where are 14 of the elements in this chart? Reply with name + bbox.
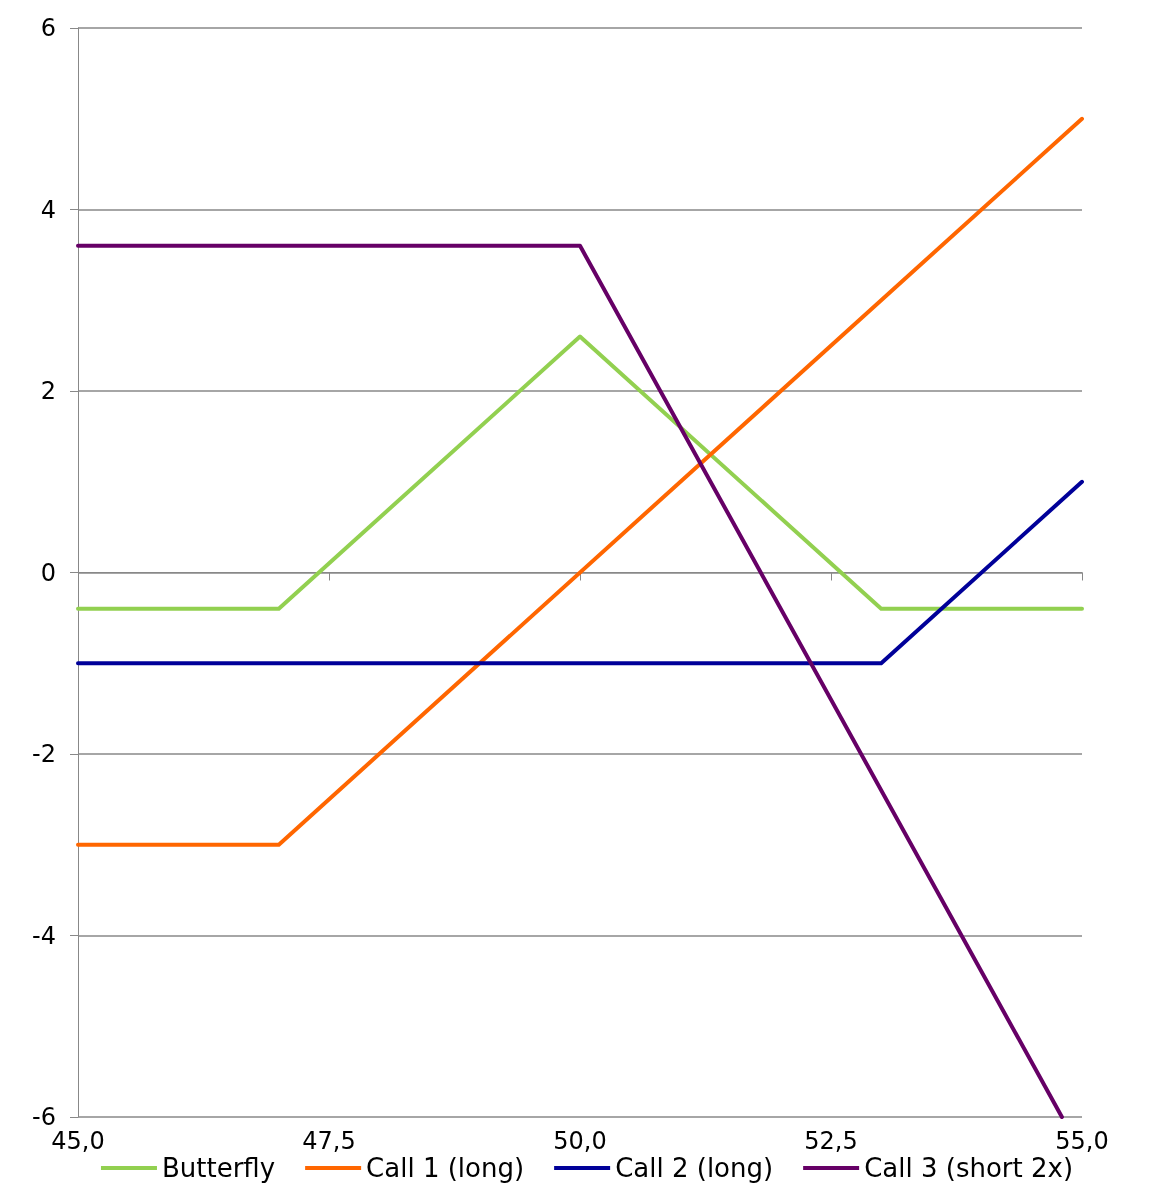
legend-label: Call 3 (short 2x) [864,1153,1074,1183]
y-tick-label: 4 [40,195,56,224]
legend-label: Butterfly [161,1153,276,1183]
y-tick-label: -2 [32,740,56,768]
y-tick-label: -4 [32,921,56,950]
legend-label: Call 2 (long) [615,1153,774,1183]
y-tick-label: 0 [40,558,56,587]
x-tick-label: 52,5 [804,1127,858,1155]
legend-label: Call 1 (long) [366,1153,525,1183]
x-tick-label: 47,5 [302,1127,356,1155]
x-tick-label: 55,0 [1055,1127,1109,1155]
x-tick-label: 50,0 [553,1127,607,1155]
y-tick-label: 6 [40,14,56,42]
y-tick-label: 2 [40,377,56,405]
